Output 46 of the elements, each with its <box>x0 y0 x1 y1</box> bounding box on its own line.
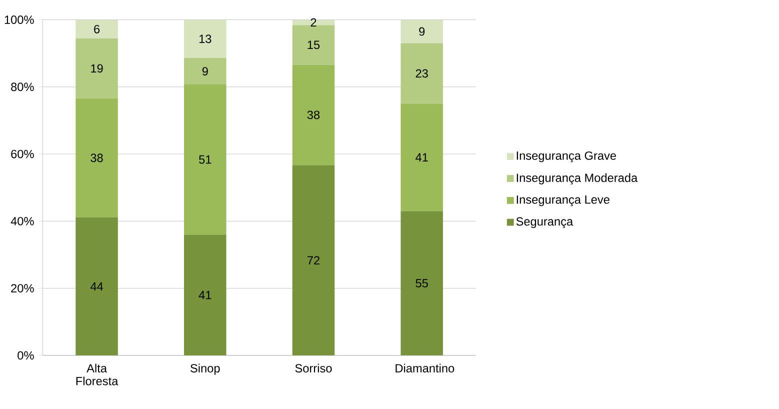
annotation: 41 <box>198 291 212 300</box>
annotation: 41 <box>416 153 428 162</box>
y-tick-label: 80% <box>11 82 34 92</box>
annotation: 51 <box>199 156 212 164</box>
annotation: 38 <box>90 154 103 162</box>
y-tick-label: 40% <box>10 217 34 226</box>
bar <box>292 64 335 166</box>
y-tick-label: 20% <box>11 284 34 293</box>
annotation: 2 <box>310 18 316 27</box>
bar <box>76 38 118 98</box>
legend-label: Segurança <box>516 217 574 228</box>
bar <box>292 165 335 356</box>
x-tick-label: Alta Floresta <box>76 364 118 386</box>
bar <box>292 25 335 65</box>
x-tick-label: Diamantino <box>396 364 454 373</box>
annotation: 72 <box>308 256 320 265</box>
bar <box>184 58 226 85</box>
annotation: 55 <box>416 279 428 288</box>
bar <box>400 104 443 212</box>
annotation: 6 <box>94 25 100 34</box>
annotation: 44 <box>90 282 104 291</box>
x-tick-label: Sinop <box>190 364 220 375</box>
bar <box>76 98 118 218</box>
legend-label: Insegurança Leve <box>516 196 610 206</box>
bar <box>400 43 443 104</box>
legend-label: Insegurança Grave <box>516 152 616 162</box>
bar <box>184 234 226 356</box>
bar <box>184 84 226 235</box>
annotation: 9 <box>419 27 425 36</box>
bar <box>76 20 118 39</box>
y-tick-label: 100% <box>4 16 34 24</box>
bar <box>184 20 226 58</box>
legend-label: Insegurança Moderada <box>516 173 638 185</box>
annotation: 19 <box>91 64 103 73</box>
bar <box>292 20 335 26</box>
annotation: 9 <box>202 67 208 76</box>
annotation: 15 <box>308 40 320 50</box>
annotation: 38 <box>307 110 320 120</box>
bar <box>400 20 443 44</box>
y-tick-label: 60% <box>11 150 34 158</box>
x-tick-label: Sorriso <box>295 364 332 373</box>
annotation: 13 <box>199 34 212 44</box>
annotation: 23 <box>416 69 428 78</box>
y-tick-label: 0% <box>18 351 34 360</box>
bar <box>400 211 443 356</box>
bar <box>76 218 118 356</box>
